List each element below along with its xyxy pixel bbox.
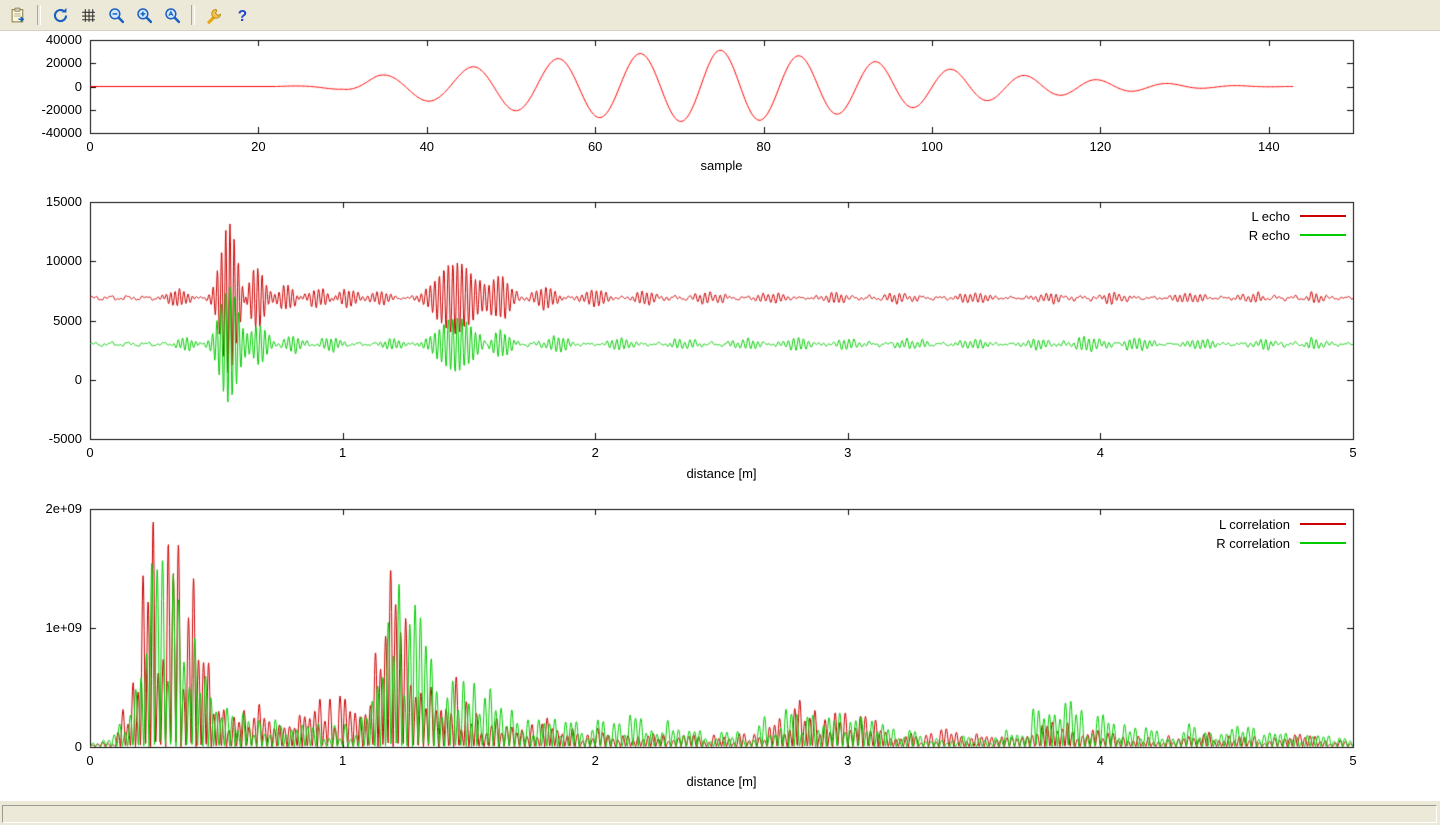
- clipboard-icon: [11, 7, 24, 22]
- copy-to-clipboard-button[interactable]: [5, 3, 31, 28]
- status-panel: [2, 805, 1437, 823]
- autoscale-button[interactable]: [159, 3, 185, 28]
- toolbar-separator: [191, 5, 195, 25]
- wrench-icon: [206, 8, 221, 24]
- toggle-grid-button[interactable]: [75, 3, 101, 28]
- help-icon: ?: [237, 7, 246, 23]
- autoscale-icon: [164, 7, 180, 23]
- toolbar-separator: [37, 5, 41, 25]
- replot-icon: [53, 7, 67, 22]
- zoom-previous-icon: [108, 7, 124, 23]
- toolbar: ?: [0, 0, 1440, 31]
- svg-text:?: ?: [237, 7, 246, 23]
- zoom-previous-button[interactable]: [103, 3, 129, 28]
- replot-button[interactable]: [47, 3, 73, 28]
- grid-icon: [81, 8, 95, 22]
- configure-plot-button[interactable]: [201, 3, 227, 28]
- zoom-next-button[interactable]: [131, 3, 157, 28]
- help-button[interactable]: ?: [229, 3, 255, 28]
- status-bar: [0, 800, 1440, 825]
- zoom-next-icon: [136, 7, 152, 23]
